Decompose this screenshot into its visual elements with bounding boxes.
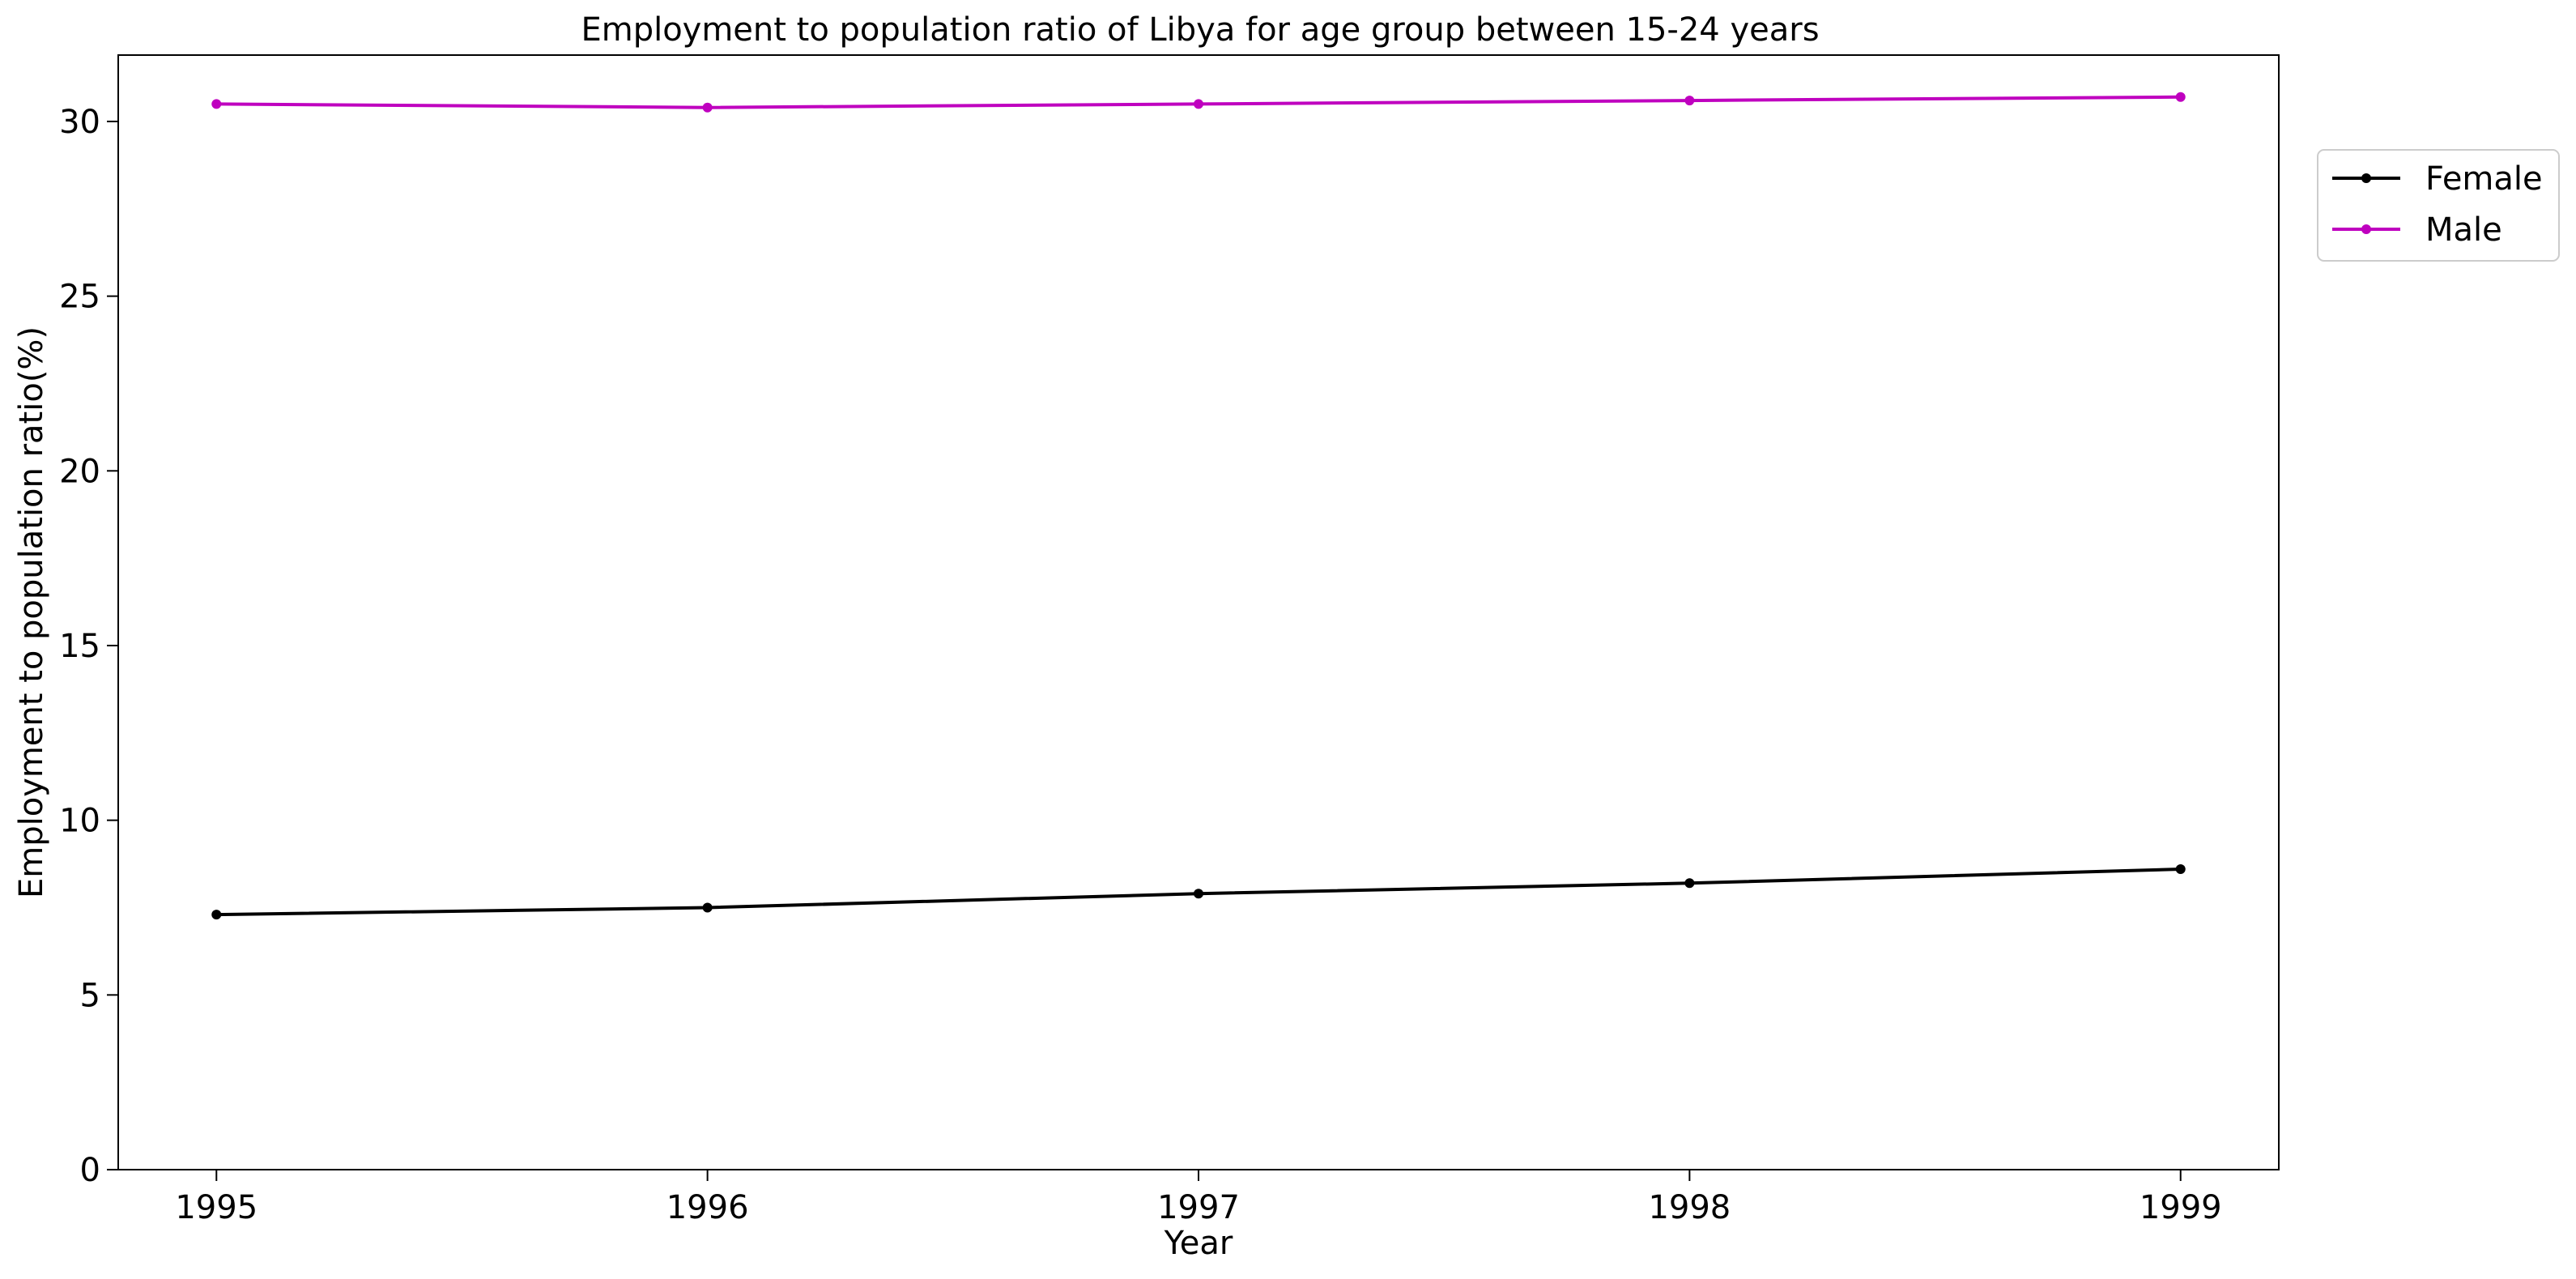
y-tick-label: 30 xyxy=(59,104,100,141)
plot-area xyxy=(117,54,2280,1170)
data-point-male xyxy=(2175,92,2186,102)
legend-marker-male xyxy=(2361,224,2371,234)
legend-label-male: Male xyxy=(2425,211,2502,249)
x-tick-label: 1997 xyxy=(1157,1189,1240,1226)
legend-label-female: Female xyxy=(2425,160,2543,198)
data-point-female xyxy=(702,902,713,913)
x-tick-label: 1995 xyxy=(175,1189,258,1226)
x-tick-label: 1998 xyxy=(1648,1189,1731,1226)
data-point-male xyxy=(211,99,222,109)
data-point-male xyxy=(1684,96,1695,106)
series-layer xyxy=(211,92,2186,920)
legend-entry-female: Female xyxy=(2332,160,2543,198)
legend: Female Male xyxy=(2317,149,2560,262)
y-tick-label: 20 xyxy=(59,453,100,490)
y-tick-label: 15 xyxy=(59,628,100,665)
chart-title: Employment to population ratio of Libya … xyxy=(581,11,1819,49)
data-point-female xyxy=(1684,878,1695,889)
x-axis: 1995 1996 1997 1998 1999 xyxy=(175,1170,2222,1226)
legend-entry-male: Male xyxy=(2332,211,2502,249)
y-axis-label: Employment to population ratio(%) xyxy=(13,326,50,898)
x-tick-label: 1996 xyxy=(666,1189,749,1226)
y-axis: 0 5 10 15 20 25 30 xyxy=(59,104,118,1189)
data-point-female xyxy=(1194,889,1203,899)
data-point-male xyxy=(1194,99,1203,109)
x-tick-label: 1999 xyxy=(2140,1189,2222,1226)
y-tick-label: 0 xyxy=(80,1152,100,1189)
data-point-male xyxy=(702,102,713,113)
data-point-female xyxy=(2175,864,2186,875)
legend-marker-female xyxy=(2361,173,2371,183)
data-point-female xyxy=(211,910,222,920)
x-axis-label: Year xyxy=(1164,1225,1233,1262)
y-tick-label: 25 xyxy=(59,279,100,316)
y-tick-label: 5 xyxy=(80,977,100,1014)
y-tick-label: 10 xyxy=(59,803,100,840)
